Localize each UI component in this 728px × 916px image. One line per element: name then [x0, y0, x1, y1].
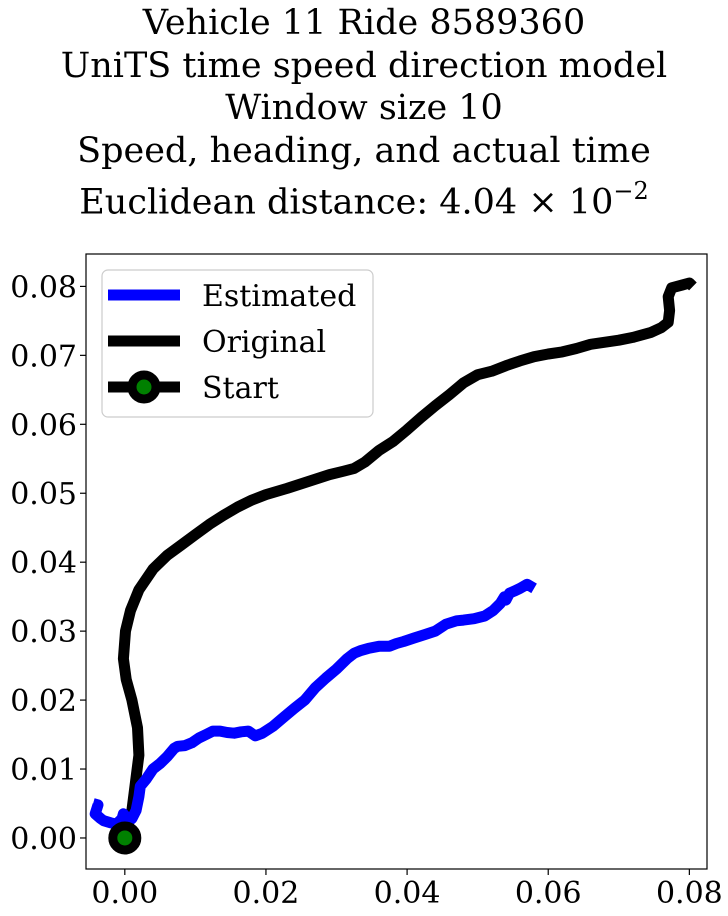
title-line-5: Euclidean distance: 4.04 × 10−2 [0, 172, 728, 224]
y-tick-label: 0.02 [10, 684, 77, 719]
y-tick-label: 0.07 [10, 339, 77, 374]
legend-box [101, 269, 374, 418]
title-line-1: Vehicle 11 Ride 8589360 [142, 3, 586, 43]
start-marker [108, 821, 142, 855]
legend-label-start: Start [202, 371, 279, 406]
distance-times: × [528, 182, 558, 223]
series-layer [89, 277, 697, 855]
distance-base: 10 [568, 182, 614, 223]
series-line-original [117, 277, 697, 840]
distance-prefix: Euclidean distance: 4.04 [79, 182, 518, 223]
series-line-estimated [89, 578, 537, 830]
x-tick-label: 0.00 [91, 876, 158, 911]
y-tick-label: 0.03 [10, 615, 77, 650]
plot-frame [85, 253, 708, 870]
title-line-3: Window size 10 [225, 88, 503, 128]
legend: Estimated Original Start [101, 269, 374, 418]
y-tick-label: 0.06 [10, 408, 77, 443]
x-tick-label: 0.02 [233, 876, 300, 911]
legend-marker-start [127, 370, 161, 404]
legend-label-estimated: Estimated [202, 279, 356, 314]
x-axis: 0.00 0.02 0.04 0.06 0.08 [91, 869, 723, 911]
y-tick-label: 0.00 [10, 822, 77, 857]
y-tick-label: 0.08 [10, 270, 77, 305]
x-tick-label: 0.08 [656, 876, 723, 911]
y-axis: 0.00 0.01 0.02 0.03 0.04 0.05 0.06 0.07 0.08 [10, 270, 86, 857]
y-tick-label: 0.01 [10, 753, 77, 788]
legend-label-original: Original [202, 325, 326, 360]
title-line-2: UniTS time speed direction model [60, 45, 668, 86]
y-tick-label: 0.05 [10, 477, 77, 512]
x-tick-label: 0.04 [374, 876, 441, 911]
chart-title: Vehicle 11 Ride 8589360 UniTS time speed… [0, 2, 728, 224]
y-tick-label: 0.04 [10, 546, 77, 581]
title-line-4: Speed, heading, and actual time [77, 130, 651, 171]
x-tick-label: 0.06 [515, 876, 582, 911]
distance-exponent: −2 [613, 177, 649, 205]
